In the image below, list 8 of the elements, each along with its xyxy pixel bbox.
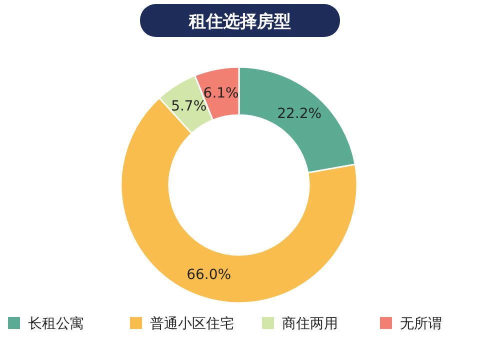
legend-label: 商住两用 — [282, 316, 338, 332]
data-label: 22.2% — [277, 106, 322, 122]
title: 租住选择房型 — [140, 4, 340, 37]
chart-title: 租住选择房型 — [188, 12, 291, 32]
legend-label: 无所谓 — [400, 316, 442, 332]
legend-label: 长租公寓 — [28, 316, 84, 332]
data-label: 66.0% — [186, 267, 232, 284]
legend-label: 普通小区住宅 — [150, 315, 234, 332]
